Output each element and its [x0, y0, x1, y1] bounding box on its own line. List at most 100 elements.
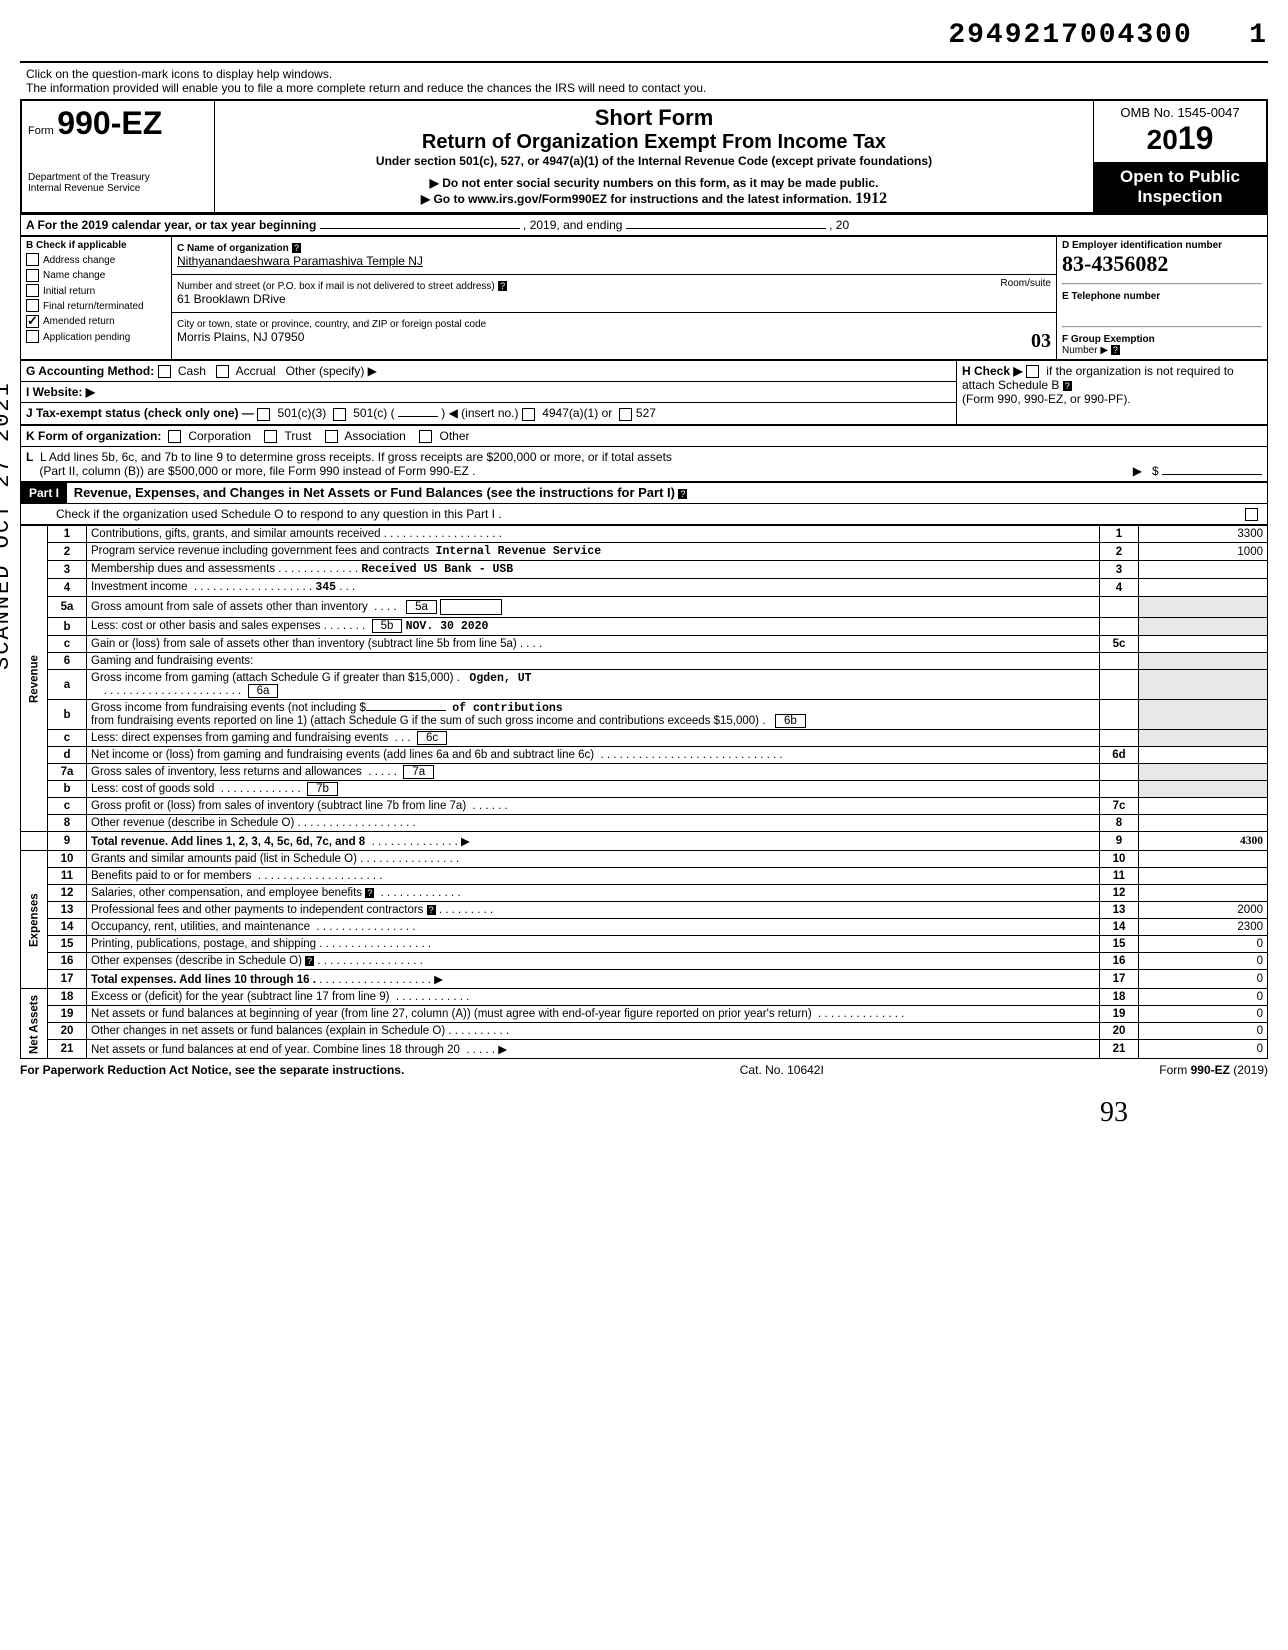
org-name: Nithyanandaeshwara Paramashiva Temple NJ — [177, 254, 423, 268]
ln5a-text: Gross amount from sale of assets other t… — [87, 597, 1100, 618]
ln16-val: 0 — [1139, 953, 1268, 970]
open-public: Open to Public — [1100, 167, 1260, 187]
j-501c: 501(c) ( — [353, 406, 394, 420]
line-a-label: A For the 2019 calendar year, or tax yea… — [26, 218, 316, 232]
ln17-num: 17 — [48, 970, 87, 989]
form-number: 990-EZ — [57, 105, 162, 141]
cb-4947[interactable] — [522, 408, 535, 421]
ln8-text: Other revenue (describe in Schedule O) .… — [87, 815, 1100, 832]
ln6c-innerbox: 6c — [417, 731, 447, 745]
cb-501c3[interactable] — [257, 408, 270, 421]
ln20-num: 20 — [48, 1023, 87, 1040]
cb-501c[interactable] — [333, 408, 346, 421]
ln14-val: 2300 — [1139, 919, 1268, 936]
ln6b-text: Gross income from fundraising events (no… — [87, 700, 1100, 730]
help-icon-addr[interactable]: ? — [498, 281, 507, 291]
footer-mid: Cat. No. 10642I — [740, 1063, 824, 1077]
ln10-text: Grants and similar amounts paid (list in… — [87, 851, 1100, 868]
ln6c-num: c — [48, 730, 87, 747]
ln3-num: 3 — [48, 561, 87, 579]
hw-1912: 1912 — [855, 190, 887, 207]
expenses-label: Expenses — [21, 851, 48, 989]
inspection: Inspection — [1100, 187, 1260, 207]
ln19-val: 0 — [1139, 1006, 1268, 1023]
ln6c-text: Less: direct expenses from gaming and fu… — [87, 730, 1100, 747]
cb-amended-return[interactable] — [26, 315, 39, 328]
ln3-val — [1139, 561, 1268, 579]
cb-cash[interactable] — [158, 365, 171, 378]
l-arrow: ▶ — [1133, 464, 1142, 478]
cb-corp[interactable] — [168, 430, 181, 443]
cb-name-change[interactable] — [26, 269, 39, 282]
d-label: D Employer identification number — [1062, 240, 1262, 251]
h-text2: (Form 990, 990-EZ, or 990-PF). — [962, 392, 1131, 406]
ln5b-innerbox: 5b — [372, 619, 403, 633]
ln1-text: Contributions, gifts, grants, and simila… — [87, 526, 1100, 543]
ln5c-num: c — [48, 636, 87, 653]
f-label2: Number ▶ — [1062, 345, 1108, 356]
help-icon-p1[interactable]: ? — [678, 489, 687, 499]
help-icon[interactable]: ? — [292, 243, 301, 253]
b-app-pending: Application pending — [43, 332, 130, 343]
cb-trust[interactable] — [264, 430, 277, 443]
help-icon-13[interactable]: ? — [427, 905, 436, 915]
ln19-num: 19 — [48, 1006, 87, 1023]
room-label: Room/suite — [1000, 278, 1051, 289]
ln14-num: 14 — [48, 919, 87, 936]
section-b: B Check if applicable Address change Nam… — [21, 237, 172, 360]
help-icon-12[interactable]: ? — [365, 888, 374, 898]
stamp-345: 345 — [315, 581, 336, 594]
ln1-val: 3300 — [1139, 526, 1268, 543]
help-icon-f[interactable]: ? — [1111, 345, 1120, 355]
b-address-change: Address change — [43, 255, 115, 266]
cb-final-return[interactable] — [26, 299, 39, 312]
ln12-num: 12 — [48, 885, 87, 902]
city-label: City or town, state or province, country… — [177, 319, 486, 330]
cb-other[interactable] — [419, 430, 432, 443]
j-insert: ) ◀ (insert no.) — [441, 406, 518, 420]
cb-address-change[interactable] — [26, 253, 39, 266]
cb-527[interactable] — [619, 408, 632, 421]
ln11-num: 11 — [48, 868, 87, 885]
help-line-1: Click on the question-mark icons to disp… — [26, 67, 332, 81]
cb-h[interactable] — [1026, 365, 1039, 378]
footer: For Paperwork Reduction Act Notice, see … — [20, 1059, 1268, 1077]
ln18-box: 18 — [1100, 989, 1139, 1006]
footer-left: For Paperwork Reduction Act Notice, see … — [20, 1063, 404, 1077]
f-label: F Group Exemption — [1062, 334, 1262, 345]
cb-app-pending[interactable] — [26, 330, 39, 343]
i-label: I Website: ▶ — [26, 385, 95, 399]
ln18-text: Excess or (deficit) for the year (subtra… — [87, 989, 1100, 1006]
bcdef-block: B Check if applicable Address change Nam… — [20, 236, 1268, 360]
b-label: B Check if applicable — [26, 240, 166, 251]
g-accrual: Accrual — [236, 364, 276, 378]
ln15-val: 0 — [1139, 936, 1268, 953]
ln21-val: 0 — [1139, 1040, 1268, 1059]
lines-table: Revenue 1 Contributions, gifts, grants, … — [20, 525, 1268, 1059]
k-other: Other — [439, 429, 469, 443]
cb-part1-sched-o[interactable] — [1245, 508, 1258, 521]
cb-initial-return[interactable] — [26, 284, 39, 297]
help-icon-16[interactable]: ? — [305, 956, 314, 966]
ln6d-num: d — [48, 747, 87, 764]
ln19-box: 19 — [1100, 1006, 1139, 1023]
scanned-stamp: SCANNED OCT 27 2021 — [0, 381, 15, 670]
help-icon-h[interactable]: ? — [1063, 381, 1072, 391]
hw-03: 03 — [1031, 330, 1051, 353]
cb-accrual[interactable] — [216, 365, 229, 378]
ln10-val — [1139, 851, 1268, 868]
help-line-2: The information provided will enable you… — [26, 81, 706, 95]
title-sub: Under section 501(c), 527, or 4947(a)(1)… — [221, 154, 1087, 168]
ln13-box: 13 — [1100, 902, 1139, 919]
ln8-num: 8 — [48, 815, 87, 832]
cb-assoc[interactable] — [325, 430, 338, 443]
ln15-text: Printing, publications, postage, and shi… — [87, 936, 1100, 953]
ln21-text: Net assets or fund balances at end of ye… — [87, 1040, 1100, 1059]
ln12-text: Salaries, other compensation, and employ… — [87, 885, 1100, 902]
j-label: J Tax-exempt status (check only one) — — [26, 406, 254, 420]
ln16-num: 16 — [48, 953, 87, 970]
ln1-box: 1 — [1100, 526, 1139, 543]
b-initial-return: Initial return — [43, 286, 95, 297]
j-4947: 4947(a)(1) or — [542, 406, 612, 420]
ln5b-text: Less: cost or other basis and sales expe… — [87, 618, 1100, 636]
